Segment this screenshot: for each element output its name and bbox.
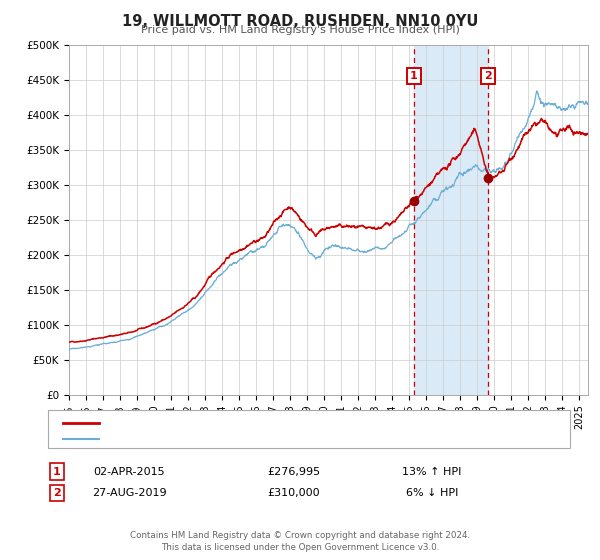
Text: 2: 2	[485, 71, 493, 81]
Text: 1: 1	[53, 466, 61, 477]
Text: HPI: Average price, detached house, North Northamptonshire: HPI: Average price, detached house, Nort…	[103, 434, 424, 444]
Text: 02-APR-2015: 02-APR-2015	[93, 466, 165, 477]
Text: 19, WILLMOTT ROAD, RUSHDEN, NN10 0YU: 19, WILLMOTT ROAD, RUSHDEN, NN10 0YU	[122, 14, 478, 29]
Text: £310,000: £310,000	[268, 488, 320, 498]
Text: 6% ↓ HPI: 6% ↓ HPI	[406, 488, 458, 498]
Text: 13% ↑ HPI: 13% ↑ HPI	[403, 466, 461, 477]
Bar	[413, 45, 488, 395]
Text: £276,995: £276,995	[268, 466, 320, 477]
Text: 19, WILLMOTT ROAD, RUSHDEN, NN10 0YU (detached house): 19, WILLMOTT ROAD, RUSHDEN, NN10 0YU (de…	[103, 418, 422, 428]
Text: 27-AUG-2019: 27-AUG-2019	[92, 488, 166, 498]
Text: This data is licensed under the Open Government Licence v3.0.: This data is licensed under the Open Gov…	[161, 543, 439, 552]
Text: Contains HM Land Registry data © Crown copyright and database right 2024.: Contains HM Land Registry data © Crown c…	[130, 531, 470, 540]
Text: 2: 2	[53, 488, 61, 498]
Text: 1: 1	[410, 71, 418, 81]
Text: Price paid vs. HM Land Registry's House Price Index (HPI): Price paid vs. HM Land Registry's House …	[140, 25, 460, 35]
